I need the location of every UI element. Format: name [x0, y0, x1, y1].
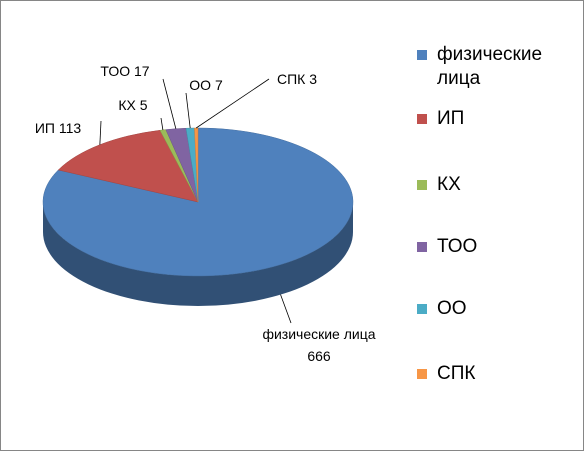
label-category: физические лица: [262, 326, 376, 342]
legend-item: физические лица: [417, 43, 567, 91]
leader-line: [185, 92, 191, 129]
label-category: ТОО: [100, 63, 131, 79]
data-label: КХ 5: [107, 94, 159, 116]
data-label: ИП 113: [17, 117, 99, 139]
data-label: СПК 3: [267, 68, 327, 90]
label-category: КХ: [118, 97, 136, 113]
legend-label: физические лица: [437, 44, 543, 89]
label-value: 5: [139, 97, 148, 113]
label-value: 666: [307, 348, 331, 364]
legend-swatch: [417, 369, 427, 379]
data-label: ТОО 17: [87, 60, 163, 82]
leader-line: [162, 78, 177, 129]
legend-item: ОО: [417, 297, 567, 321]
legend-item: ТОО: [417, 235, 567, 259]
slice: [57, 129, 199, 203]
label-value: 113: [58, 120, 82, 136]
leader-line: [99, 120, 102, 145]
legend-label: ОО: [437, 298, 467, 319]
legend-swatch: [417, 304, 427, 314]
data-label: ОО 7: [181, 74, 231, 96]
label-category: ИП: [34, 120, 55, 136]
leader-line: [195, 78, 270, 129]
legend-label: ТОО: [437, 236, 478, 257]
legend-swatch: [417, 242, 427, 252]
label-value: 17: [134, 63, 150, 79]
legend-swatch: [417, 180, 427, 190]
legend-item: КХ: [417, 173, 567, 197]
label-value: 7: [214, 77, 223, 93]
leader-line: [160, 117, 164, 130]
legend-item: ИП: [417, 107, 567, 131]
label-value: 3: [309, 71, 317, 87]
leader-line: [280, 294, 292, 324]
label-category: СПК: [276, 71, 306, 87]
label-category: ОО: [189, 77, 212, 93]
legend-swatch: [417, 50, 427, 60]
legend-label: ИП: [437, 108, 465, 129]
legend-label: КХ: [437, 174, 461, 195]
slice-side: [43, 202, 353, 306]
legend-item: СПК: [417, 362, 567, 386]
data-label: физические лица 666: [259, 323, 379, 367]
legend-label: СПК: [437, 363, 476, 384]
slice: [42, 127, 354, 277]
legend-swatch: [417, 114, 427, 124]
